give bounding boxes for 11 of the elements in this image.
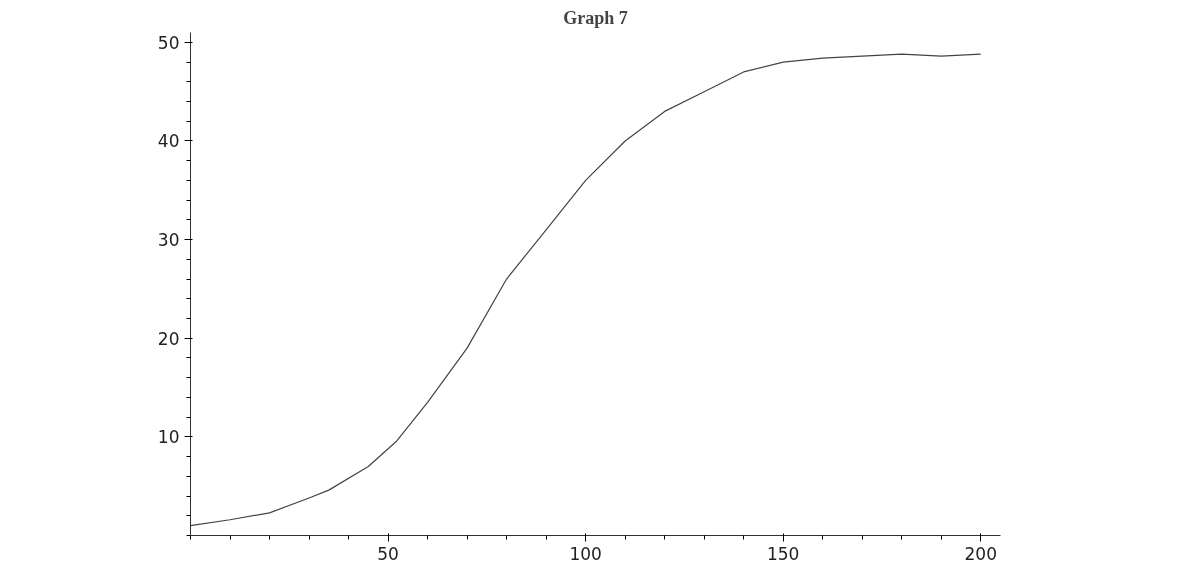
- y-tick-label: 40: [157, 131, 180, 152]
- x-tick-label: 100: [569, 543, 602, 564]
- y-tick-label: 50: [157, 32, 180, 53]
- y-tick-label: 10: [157, 427, 180, 448]
- y-tick-label: 20: [157, 328, 180, 349]
- line-series: [190, 53, 982, 527]
- y-tick-label: 30: [157, 230, 180, 251]
- x-tick-label: 50: [377, 543, 399, 564]
- x-tick-label: 200: [964, 543, 997, 564]
- chart-title: Graph 7: [563, 7, 628, 28]
- x-tick-label: 150: [766, 543, 800, 564]
